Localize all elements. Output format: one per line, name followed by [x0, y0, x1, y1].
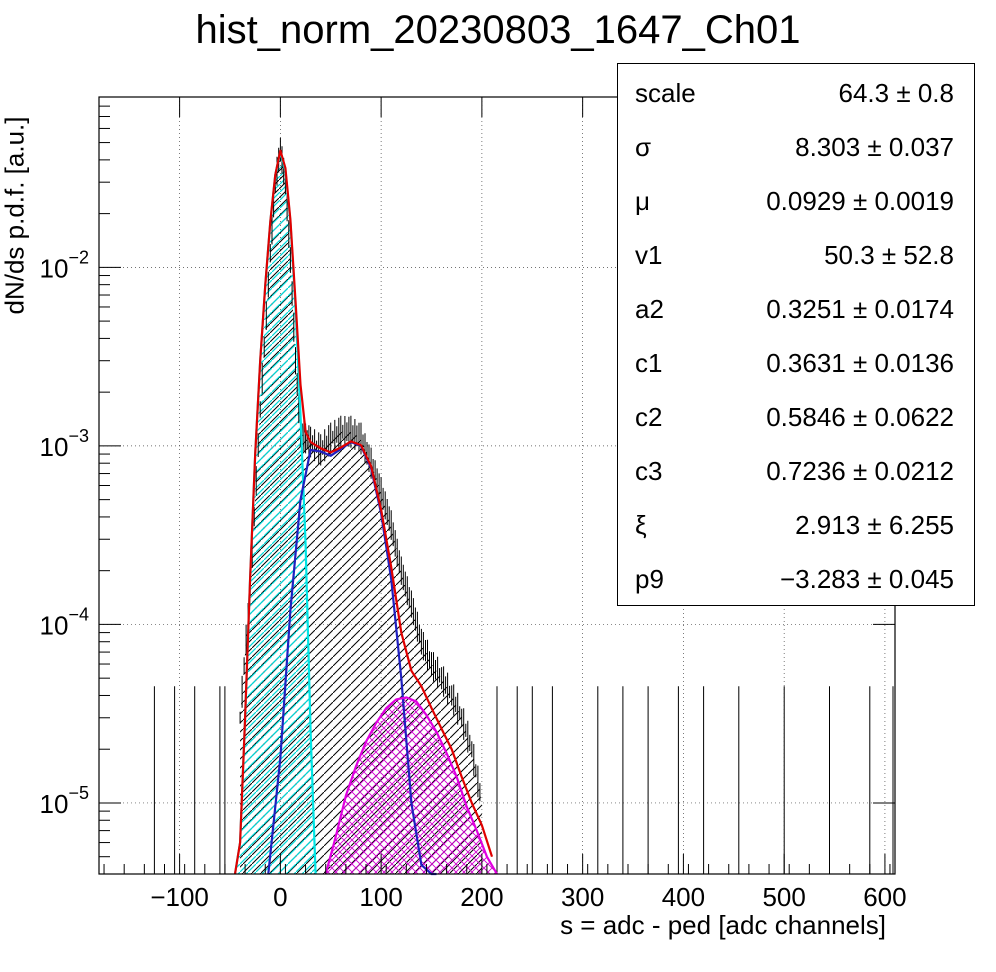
- stat-row-xi: ξ 2.913 ± 6.255: [618, 498, 974, 552]
- y-tick-label: 10−5: [40, 783, 89, 819]
- histogram-tail-bins: [153, 686, 894, 874]
- stat-value-number: 8.303: [795, 132, 861, 162]
- x-tick-label: 100: [359, 882, 402, 912]
- stat-error: 0.037: [888, 132, 954, 162]
- fill-areas: [235, 149, 497, 875]
- stat-row-mu: μ 0.0929 ± 0.0019: [618, 174, 974, 228]
- series-line-3: [324, 696, 498, 875]
- x-tick-label: 200: [460, 882, 503, 912]
- stat-error: 52.8: [903, 240, 954, 270]
- stat-row-c3: c3 0.7236 ± 0.0212: [618, 444, 974, 498]
- x-tick-label: 600: [863, 882, 906, 912]
- stat-name: a2: [635, 294, 664, 324]
- stat-name: scale: [635, 78, 696, 108]
- x-axis-label: s = adc - ped [adc channels]: [560, 910, 886, 940]
- y-axis-label: dN/ds p.d.f. [a.u.]: [0, 116, 30, 315]
- stat-name: c1: [635, 348, 663, 378]
- stat-name: c2: [635, 402, 663, 432]
- x-tick-label: 300: [561, 882, 604, 912]
- stat-value: −3.283 ± 0.045: [779, 564, 954, 594]
- stat-row-scale: scale 64.3 ± 0.8: [618, 66, 974, 120]
- chart-title: hist_norm_20230803_1647_Ch01: [195, 8, 801, 52]
- stat-name: μ: [635, 186, 650, 216]
- x-tick-label: 0: [273, 882, 287, 912]
- stat-value-number: 50.3: [824, 240, 875, 270]
- stat-value: 0.5846 ± 0.0622: [766, 402, 954, 432]
- stat-row-p9: p9 −3.283 ± 0.045: [618, 552, 974, 606]
- stat-value: 0.0929 ± 0.0019: [766, 186, 954, 216]
- stat-error: 0.0174: [874, 294, 954, 324]
- stat-row-c2: c2 0.5846 ± 0.0622: [618, 390, 974, 444]
- stat-value-number: 2.913: [795, 510, 861, 540]
- stat-value-number: −3.283: [779, 564, 861, 594]
- stat-row-a2: a2 0.3251 ± 0.0174: [618, 282, 974, 336]
- series-fill-1: [235, 152, 316, 874]
- series-fill-3: [325, 697, 497, 874]
- stat-value: 0.7236 ± 0.0212: [766, 456, 954, 486]
- y-tick-label: 10−3: [40, 426, 89, 462]
- stat-value: 0.3251 ± 0.0174: [766, 294, 954, 324]
- stat-value-number: 0.3251: [766, 294, 846, 324]
- stat-name: v1: [635, 240, 663, 270]
- x-tick-label: 500: [762, 882, 805, 912]
- stat-value: 64.3 ± 0.8: [838, 78, 954, 108]
- stat-row-sigma: σ 8.303 ± 0.037: [618, 120, 974, 174]
- axes: −100 0 100 200 300 400 500 600 10−2 10−3 10−4 10−5: [40, 96, 907, 912]
- stat-error: 0.045: [888, 564, 954, 594]
- stat-value-number: 64.3: [838, 78, 890, 108]
- stat-value: 50.3 ± 52.8: [824, 240, 954, 270]
- stat-value-number: 0.3631: [766, 348, 846, 378]
- stat-row-v1: v1 50.3 ± 52.8: [618, 228, 974, 282]
- fit-parameters-box: scale 64.3 ± 0.8 σ 8.303 ± 0.037 μ 0.092…: [617, 63, 975, 606]
- stat-name: ξ: [635, 510, 647, 540]
- series-curves: [153, 137, 894, 876]
- stat-error: 0.8: [917, 78, 954, 108]
- stat-value: 8.303 ± 0.037: [795, 132, 954, 162]
- x-tick-label: 400: [662, 882, 705, 912]
- y-tick-label: 10−4: [40, 604, 89, 640]
- stat-error: 0.0019: [874, 186, 954, 216]
- stat-error: 0.0136: [874, 348, 954, 378]
- stat-name: p9: [635, 564, 664, 594]
- stat-name: c3: [635, 456, 663, 486]
- stat-name: σ: [635, 132, 652, 162]
- y-tick-label: 10−2: [40, 247, 89, 283]
- stat-value-number: 0.0929: [766, 186, 846, 216]
- stat-value: 0.3631 ± 0.0136: [766, 348, 954, 378]
- stat-error: 0.0622: [874, 402, 954, 432]
- stat-value-number: 0.5846: [766, 402, 846, 432]
- stat-error: 0.0212: [874, 456, 954, 486]
- stat-value-number: 0.7236: [766, 456, 846, 486]
- x-tick-label: −100: [150, 882, 209, 912]
- stat-value: 2.913 ± 6.255: [795, 510, 954, 540]
- series-line-4: [233, 149, 494, 875]
- stat-error: 6.255: [888, 510, 954, 540]
- stat-row-c1: c1 0.3631 ± 0.0136: [618, 336, 974, 390]
